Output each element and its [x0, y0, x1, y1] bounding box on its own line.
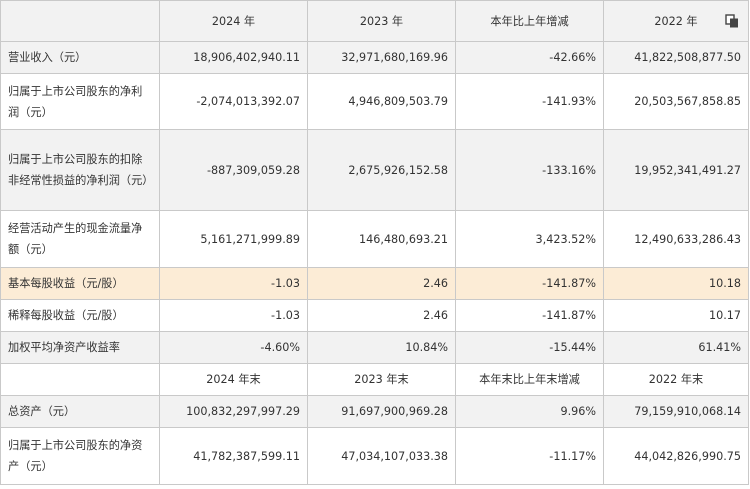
table-cell: 3,423.52% — [455, 210, 604, 268]
copy-icon-glyph — [725, 14, 738, 28]
table-cell: 47,034,107,033.38 — [307, 427, 456, 485]
table-cell: 91,697,900,969.28 — [307, 395, 456, 428]
row-label: 经营活动产生的现金流量净额（元） — [0, 210, 160, 268]
header-row-annual: 2024 年 2023 年 本年比上年增减 2022 年 — [0, 0, 749, 42]
table-cell: 32,971,680,169.96 — [307, 41, 456, 74]
table-cell: 100,832,297,997.29 — [159, 395, 308, 428]
header-cell: 本年末比上年末增减 — [455, 363, 604, 396]
row-label: 加权平均净资产收益率 — [0, 331, 160, 364]
table-cell: 2.46 — [307, 299, 456, 332]
row-label: 总资产（元） — [0, 395, 160, 428]
copy-icon[interactable] — [725, 13, 739, 28]
table-row: 归属于上市公司股东的净利润（元） -2,074,013,392.07 4,946… — [0, 73, 749, 130]
row-label: 稀释每股收益（元/股） — [0, 299, 160, 332]
table-cell: 10.18 — [603, 267, 749, 300]
table-row: 稀释每股收益（元/股） -1.03 2.46 -141.87% 10.17 — [0, 299, 749, 332]
table-cell: -15.44% — [455, 331, 604, 364]
table-cell: 79,159,910,068.14 — [603, 395, 749, 428]
table-row: 经营活动产生的现金流量净额（元） 5,161,271,999.89 146,48… — [0, 210, 749, 268]
table-cell: 61.41% — [603, 331, 749, 364]
header-cell — [0, 0, 160, 42]
header-row-yearend: 2024 年末 2023 年末 本年末比上年末增减 2022 年末 — [0, 363, 749, 396]
table-cell: 19,952,341,491.27 — [603, 129, 749, 211]
table-cell: -141.93% — [455, 73, 604, 130]
header-cell: 2023 年末 — [307, 363, 456, 396]
row-label: 基本每股收益（元/股） — [0, 267, 160, 300]
row-label: 归属于上市公司股东的净利润（元） — [0, 73, 160, 130]
table-cell: 41,822,508,877.50 — [603, 41, 749, 74]
table-cell: -133.16% — [455, 129, 604, 211]
table-cell: -887,309,059.28 — [159, 129, 308, 211]
table-cell: 41,782,387,599.11 — [159, 427, 308, 485]
table-cell: 9.96% — [455, 395, 604, 428]
table-cell: 20,503,567,858.85 — [603, 73, 749, 130]
header-cell: 2023 年 — [307, 0, 456, 42]
table-row: 总资产（元） 100,832,297,997.29 91,697,900,969… — [0, 395, 749, 428]
row-label: 营业收入（元） — [0, 41, 160, 74]
table-row: 营业收入（元） 18,906,402,940.11 32,971,680,169… — [0, 41, 749, 74]
table-cell: 4,946,809,503.79 — [307, 73, 456, 130]
table-cell: 12,490,633,286.43 — [603, 210, 749, 268]
header-cell: 2024 年 — [159, 0, 308, 42]
header-cell — [0, 363, 160, 396]
header-cell: 本年比上年增减 — [455, 0, 604, 42]
table-cell: -1.03 — [159, 267, 308, 300]
table-cell: 2.46 — [307, 267, 456, 300]
header-cell: 2024 年末 — [159, 363, 308, 396]
table-row: 归属于上市公司股东的净资产（元） 41,782,387,599.11 47,03… — [0, 427, 749, 485]
row-label: 归属于上市公司股东的扣除非经常性损益的净利润（元） — [0, 129, 160, 211]
row-label: 归属于上市公司股东的净资产（元） — [0, 427, 160, 485]
table-cell: 10.84% — [307, 331, 456, 364]
table-row: 归属于上市公司股东的扣除非经常性损益的净利润（元） -887,309,059.2… — [0, 129, 749, 211]
table-cell: 2,675,926,152.58 — [307, 129, 456, 211]
header-cell: 2022 年末 — [603, 363, 749, 396]
table-cell: -4.60% — [159, 331, 308, 364]
table-cell: 5,161,271,999.89 — [159, 210, 308, 268]
table-cell: -141.87% — [455, 299, 604, 332]
table-cell: 10.17 — [603, 299, 749, 332]
table-row: 加权平均净资产收益率 -4.60% 10.84% -15.44% 61.41% — [0, 331, 749, 364]
header-cell: 2022 年 — [603, 0, 749, 42]
table-cell: -42.66% — [455, 41, 604, 74]
table-cell: -11.17% — [455, 427, 604, 485]
table-cell: -141.87% — [455, 267, 604, 300]
table-cell: -2,074,013,392.07 — [159, 73, 308, 130]
table-cell: 146,480,693.21 — [307, 210, 456, 268]
table-cell: 18,906,402,940.11 — [159, 41, 308, 74]
table-cell: -1.03 — [159, 299, 308, 332]
table-cell: 44,042,826,990.75 — [603, 427, 749, 485]
table-row-highlighted: 基本每股收益（元/股） -1.03 2.46 -141.87% 10.18 — [0, 267, 749, 300]
